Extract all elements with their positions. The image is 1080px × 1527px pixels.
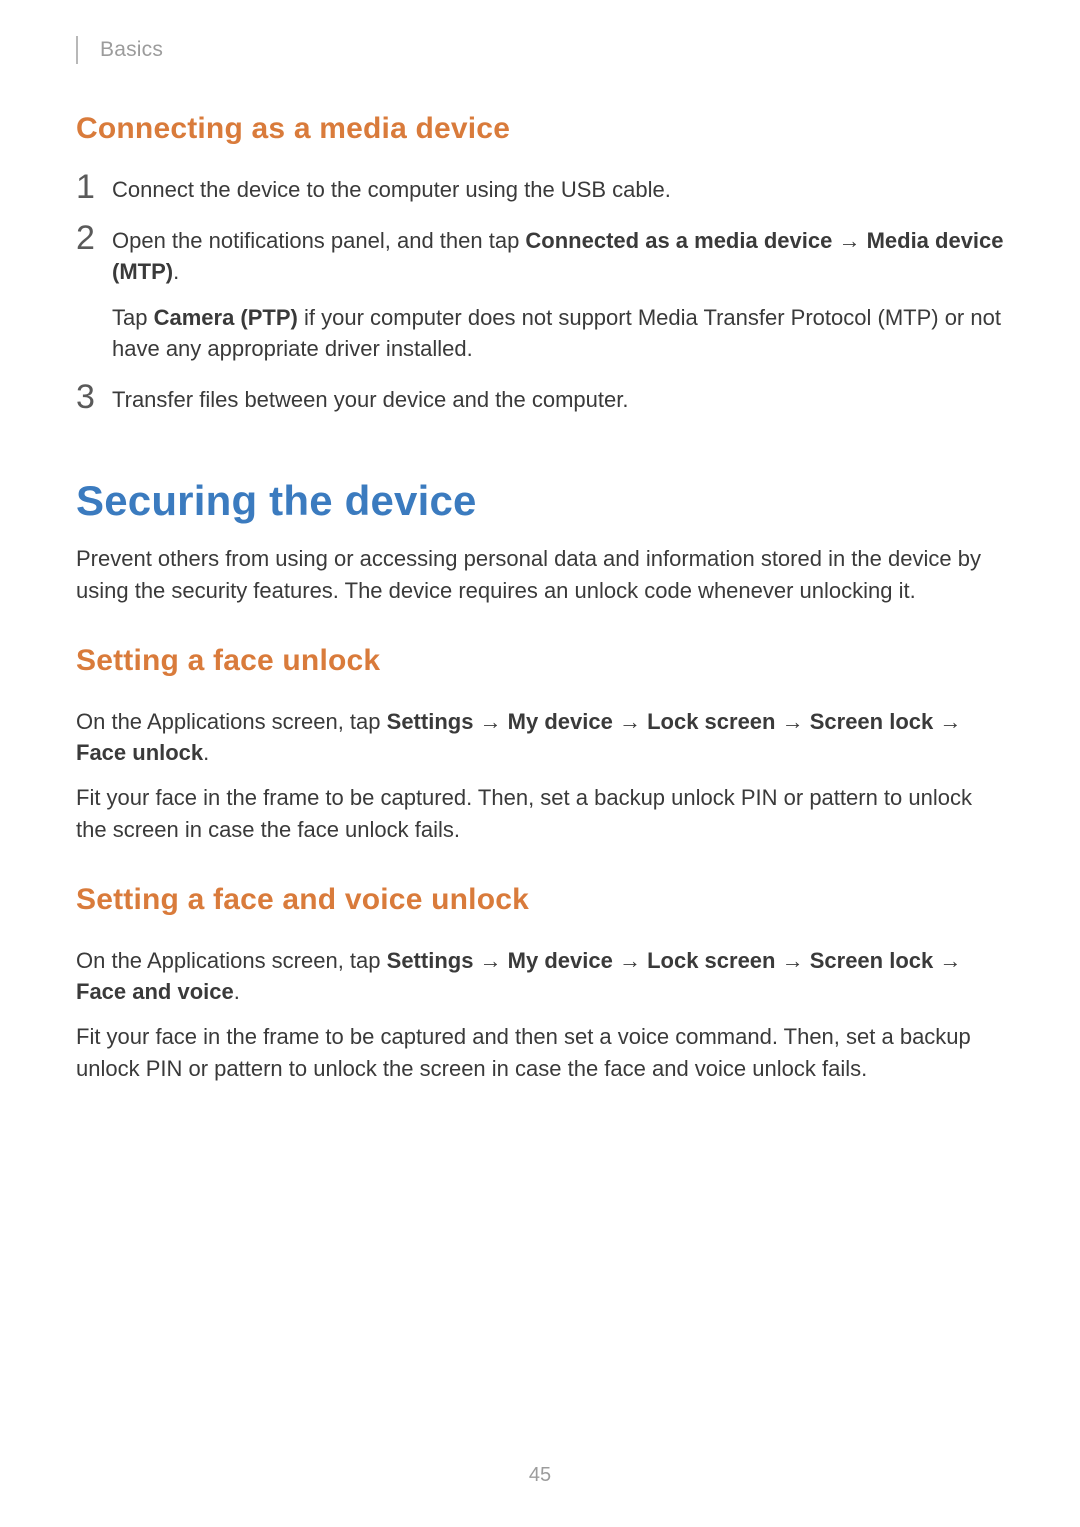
body-paragraph: On the Applications screen, tap Settings…	[76, 706, 1004, 768]
step-body: Open the notifications panel, and then t…	[112, 225, 1004, 364]
step-paragraph: Open the notifications panel, and then t…	[112, 225, 1004, 287]
text-run: Transfer files between your device and t…	[112, 387, 628, 412]
bold-text: Camera (PTP)	[154, 305, 298, 330]
step-body: Transfer files between your device and t…	[112, 384, 1004, 415]
bold-text: Face unlock	[76, 740, 203, 765]
bold-text: Screen lock	[810, 948, 934, 973]
securing-intro: Prevent others from using or accessing p…	[76, 543, 1004, 605]
subsection: Setting a face unlock On the Applications…	[76, 644, 1004, 845]
bold-text: Settings	[387, 948, 474, 973]
heading-connecting-media-device: Connecting as a media device	[76, 112, 1004, 146]
step: 2Open the notifications panel, and then …	[76, 225, 1004, 364]
body-paragraph: On the Applications screen, tap Settings…	[76, 945, 1004, 1007]
text-run: Fit your face in the frame to be capture…	[76, 785, 972, 841]
step-paragraph: Connect the device to the computer using…	[112, 174, 1004, 205]
section-breadcrumb: Basics	[100, 38, 163, 62]
bold-text: My device	[508, 948, 613, 973]
body-paragraph: Fit your face in the frame to be capture…	[76, 1021, 1004, 1083]
text-run: →	[473, 709, 507, 734]
step-number: 1	[76, 170, 112, 204]
text-run: →	[775, 948, 809, 973]
subsection-heading: Setting a face and voice unlock	[76, 883, 1004, 917]
step-list: 1Connect the device to the computer usin…	[76, 174, 1004, 415]
bold-text: Face and voice	[76, 979, 234, 1004]
text-run: .	[234, 979, 240, 1004]
text-run: →	[473, 948, 507, 973]
heading-securing-device: Securing the device	[76, 477, 1004, 525]
page-number: 45	[0, 1464, 1080, 1487]
page-header: Basics	[76, 36, 1004, 64]
text-run: →	[613, 709, 647, 734]
text-run: Connect the device to the computer using…	[112, 177, 671, 202]
text-run: Prevent others from using or accessing p…	[76, 546, 981, 602]
step: 1Connect the device to the computer usin…	[76, 174, 1004, 205]
subsection: Setting a face and voice unlock On the Ap…	[76, 883, 1004, 1084]
text-run: .	[203, 740, 209, 765]
bold-text: Settings	[387, 709, 474, 734]
bold-text: My device	[508, 709, 613, 734]
text-run: →	[933, 709, 961, 734]
bold-text: Connected as a media device	[525, 228, 832, 253]
bold-text: Screen lock	[810, 709, 934, 734]
body-paragraph: Fit your face in the frame to be capture…	[76, 782, 1004, 844]
text-run: →	[613, 948, 647, 973]
header-divider	[76, 36, 78, 64]
step-number: 3	[76, 380, 112, 414]
text-run: →	[832, 228, 866, 253]
step: 3Transfer files between your device and …	[76, 384, 1004, 415]
text-run: Fit your face in the frame to be capture…	[76, 1024, 971, 1080]
text-run: →	[933, 948, 961, 973]
step-body: Connect the device to the computer using…	[112, 174, 1004, 205]
text-run: On the Applications screen, tap	[76, 948, 387, 973]
subsection-list: Setting a face unlock On the Applications…	[76, 644, 1004, 1084]
text-run: Open the notifications panel, and then t…	[112, 228, 525, 253]
text-run: Tap	[112, 305, 154, 330]
manual-page: Basics Connecting as a media device 1Con…	[0, 0, 1080, 1084]
text-run: On the Applications screen, tap	[76, 709, 387, 734]
text-run: .	[173, 259, 179, 284]
step-number: 2	[76, 221, 112, 255]
bold-text: Lock screen	[647, 948, 775, 973]
step-paragraph: Transfer files between your device and t…	[112, 384, 1004, 415]
step-paragraph: Tap Camera (PTP) if your computer does n…	[112, 302, 1004, 364]
text-run: →	[775, 709, 809, 734]
bold-text: Lock screen	[647, 709, 775, 734]
subsection-heading: Setting a face unlock	[76, 644, 1004, 678]
